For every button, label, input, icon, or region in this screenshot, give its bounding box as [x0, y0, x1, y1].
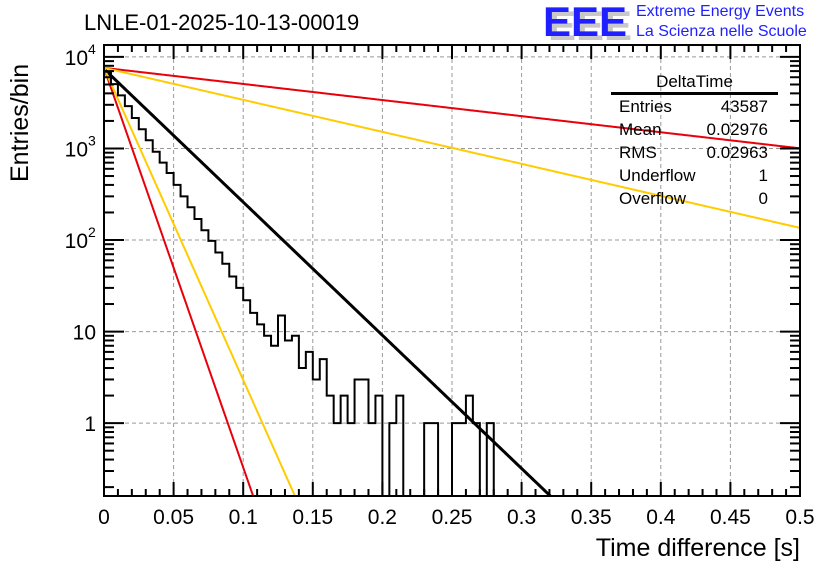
histogram-bin — [341, 396, 348, 496]
y-tick-exponent: 3 — [88, 132, 96, 148]
fit-main — [102, 67, 552, 498]
histogram-bin — [334, 423, 341, 496]
x-tick-label: 0.05 — [153, 506, 194, 529]
stats-label: Entries — [619, 97, 672, 116]
histogram-bin — [368, 423, 375, 496]
histogram-bin — [118, 95, 125, 496]
y-tick-label: 10 — [73, 322, 96, 345]
y-tick-exponent: 2 — [88, 224, 96, 240]
histogram-bin — [375, 396, 382, 496]
y-tick-base: 10 — [65, 230, 88, 253]
stats-row-underflow: Underflow 1 — [611, 164, 778, 187]
histogram-bin — [348, 423, 355, 496]
stats-label: Mean — [619, 120, 662, 139]
histogram-bin — [389, 423, 396, 496]
histogram-bin — [285, 340, 292, 496]
histogram-bin — [264, 336, 271, 496]
fit-yellow-steep — [103, 67, 296, 497]
stats-label: Underflow — [619, 166, 696, 185]
x-tick-label: 0.3 — [507, 506, 536, 529]
stats-value: 1 — [758, 166, 768, 185]
axes — [103, 44, 801, 497]
histogram-bin — [292, 336, 299, 496]
stats-value: 0 — [758, 189, 768, 208]
histogram-bin — [229, 276, 236, 496]
y-tick-exponent: 4 — [88, 41, 96, 57]
eee-logo: EEE Extreme Energy Events La Scienza nel… — [543, 0, 833, 45]
stats-box: DeltaTime Entries 43587 Mean 0.02976 RMS 0.02… — [611, 72, 778, 210]
eee-logo-mark: EEE — [543, 0, 628, 45]
y-tick-label: 10 — [65, 138, 88, 161]
plot-title: LNLE-01-2025-10-13-00019 — [84, 10, 360, 35]
y-tick-base: 10 — [73, 322, 96, 345]
eee-logo-line1: Extreme Energy Events — [636, 3, 805, 20]
histogram-bin — [466, 396, 473, 496]
x-tick-label: 0.4 — [646, 506, 676, 529]
histogram-bin — [396, 396, 403, 496]
histogram-bin — [487, 423, 494, 496]
x-tick-label: 0.35 — [571, 506, 612, 529]
fit-red-steep — [103, 67, 255, 497]
histogram-bin — [222, 264, 229, 496]
y-tick-base: 10 — [65, 138, 88, 161]
stats-value: 0.02976 — [706, 120, 768, 139]
fit-red-shallow — [103, 66, 801, 150]
stats-label: Overflow — [619, 189, 687, 208]
stats-box-title: DeltaTime — [611, 72, 778, 95]
fit-yellow-shallow — [103, 66, 801, 229]
histogram-bin — [132, 118, 139, 496]
x-tick-label: 0.5 — [785, 506, 814, 529]
stats-row-overflow: Overflow 0 — [611, 187, 778, 210]
y-tick-base: 10 — [65, 47, 88, 70]
stats-rows: Entries 43587 Mean 0.02976 RMS 0.02963 Underfl… — [611, 95, 778, 210]
histogram-bin — [306, 352, 313, 496]
x-tick-label: 0.25 — [432, 506, 473, 529]
x-tick-label: 0.15 — [292, 506, 333, 529]
histogram-bin — [257, 324, 264, 496]
histogram-bin — [125, 106, 132, 496]
stats-row-mean: Mean 0.02976 — [611, 118, 778, 141]
histogram-bin — [215, 253, 222, 496]
x-tick-label: 0.45 — [710, 506, 751, 529]
y-tick-base: 1 — [84, 413, 96, 436]
x-tick-labels: 0 0.05 0.1 0.15 0.2 0.25 0.3 0.35 0.4 0.45 0.5 — [98, 506, 814, 529]
histogram-bin — [160, 163, 167, 496]
histogram-bin — [459, 423, 466, 496]
fit-curves — [102, 66, 801, 498]
y-tick-label: 1 — [84, 413, 96, 436]
histogram-bin — [313, 379, 320, 496]
histogram-bin — [431, 423, 438, 496]
y-axis-label: Entries/bin — [6, 63, 34, 182]
stats-row-entries: Entries 43587 — [611, 95, 778, 118]
histogram-bin — [327, 396, 334, 496]
histogram-bin — [188, 207, 195, 496]
histogram-bin — [355, 379, 362, 496]
histogram-bin — [452, 423, 459, 496]
histogram-bin — [243, 300, 250, 496]
stats-value: 0.02963 — [706, 143, 768, 162]
y-tick-label: 10 — [65, 47, 88, 70]
histogram-bin — [153, 152, 160, 496]
eee-logo-line2: La Scienza nelle Scuole — [636, 23, 807, 40]
stats-label: RMS — [619, 143, 657, 162]
stats-value: 43587 — [720, 97, 768, 116]
histogram-bin — [299, 368, 306, 496]
histogram-bin — [194, 219, 201, 496]
stats-row-rms: RMS 0.02963 — [611, 141, 778, 164]
histogram-bin — [424, 423, 431, 496]
histogram-bin — [473, 423, 480, 496]
x-axis-label: Time difference [s] — [595, 534, 800, 562]
y-tick-label: 10 — [65, 230, 88, 253]
x-tick-label: 0 — [98, 506, 110, 529]
histogram-bin — [111, 84, 118, 496]
histogram-bin — [320, 359, 327, 496]
x-tick-label: 0.1 — [229, 506, 258, 529]
histogram-bin — [271, 346, 278, 496]
x-tick-label: 0.2 — [368, 506, 397, 529]
histogram-bin — [362, 379, 369, 496]
